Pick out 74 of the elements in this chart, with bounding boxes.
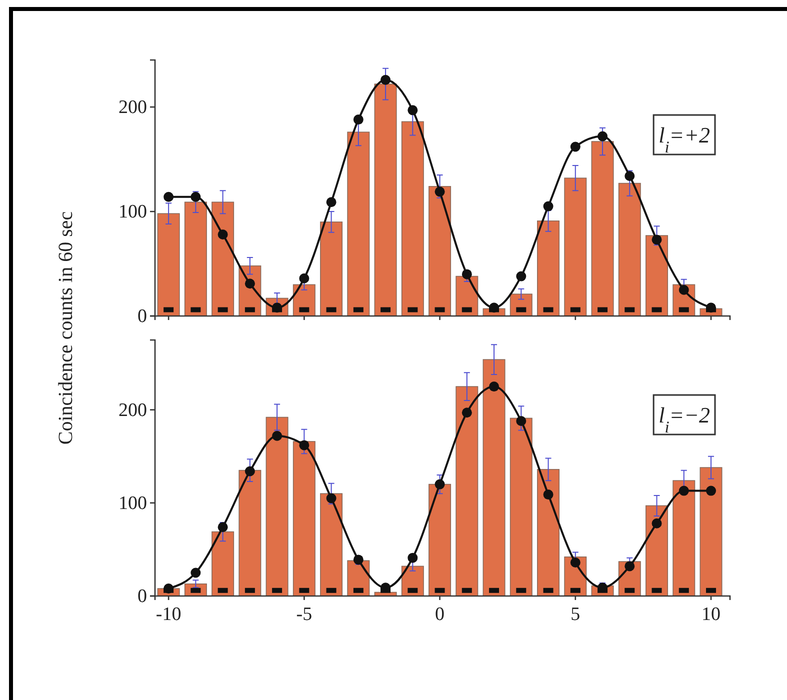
- y-tick-label: 100: [118, 202, 147, 223]
- bar: [428, 186, 452, 316]
- bar: [320, 493, 343, 596]
- point: [244, 278, 255, 289]
- point: [434, 186, 445, 197]
- x-tick-label: -10: [156, 604, 182, 626]
- bar: [428, 484, 452, 596]
- point: [218, 230, 228, 240]
- point: [516, 271, 526, 282]
- y-tick-label: 200: [118, 400, 147, 421]
- x-tick-label: 10: [702, 604, 721, 626]
- bar: [537, 468, 560, 596]
- point: [218, 522, 228, 532]
- point: [598, 131, 608, 142]
- x-tick-label: -5: [296, 604, 312, 626]
- point: [326, 493, 336, 504]
- point: [678, 284, 689, 295]
- point: [299, 273, 310, 284]
- bar: [482, 359, 506, 596]
- bar: [347, 132, 370, 316]
- point: [244, 466, 255, 476]
- bar: [537, 220, 560, 316]
- point: [164, 192, 174, 202]
- point: [272, 430, 282, 441]
- y-axis-title: Coincidence counts in 60 sec: [55, 211, 77, 445]
- y-tick-label: 0: [138, 306, 147, 328]
- bar: [672, 480, 696, 596]
- point: [434, 479, 445, 490]
- bar: [618, 182, 641, 316]
- y-tick-label: 200: [118, 97, 147, 118]
- point: [678, 486, 689, 496]
- bar: [266, 416, 288, 596]
- point: [543, 490, 554, 500]
- y-tick-label: 100: [118, 492, 147, 514]
- point: [652, 234, 662, 245]
- bar: [212, 202, 234, 316]
- annotation: l$_{i}$=+2: [658, 122, 710, 156]
- point: [570, 142, 580, 152]
- point: [190, 568, 201, 578]
- point: [326, 197, 336, 208]
- point: [489, 382, 500, 392]
- point: [299, 440, 310, 450]
- bar: [456, 386, 478, 596]
- bar: [510, 418, 532, 596]
- bar: [564, 178, 587, 316]
- point: [462, 269, 472, 280]
- y-tick-label: 0: [138, 586, 147, 608]
- bar: [591, 141, 614, 316]
- bar: [212, 531, 234, 596]
- bar: [184, 202, 207, 316]
- bar: [700, 467, 722, 596]
- point: [353, 114, 364, 125]
- point: [380, 74, 391, 85]
- point: [462, 408, 472, 418]
- point: [652, 518, 662, 528]
- point: [543, 201, 554, 212]
- bar: [374, 84, 397, 316]
- point: [408, 105, 418, 116]
- point: [570, 557, 580, 568]
- bar: [292, 441, 316, 596]
- point: [706, 486, 716, 496]
- bar: [320, 222, 343, 316]
- x-tick-label: 5: [570, 604, 580, 626]
- annotation: l$_{i}$=−2: [658, 402, 710, 436]
- bar: [401, 121, 424, 316]
- x-tick-label: 0: [435, 604, 445, 626]
- bar: [157, 213, 180, 316]
- point: [190, 192, 201, 202]
- bar: [238, 470, 262, 596]
- point: [624, 561, 635, 572]
- point: [516, 416, 526, 426]
- bar: [646, 235, 668, 316]
- point: [624, 170, 635, 181]
- point: [408, 552, 418, 563]
